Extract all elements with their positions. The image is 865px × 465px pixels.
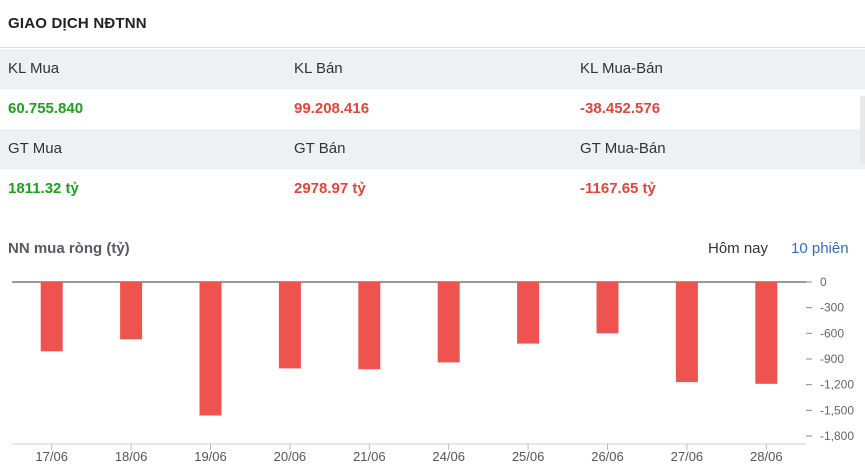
x-tick-label: 18/06 [115, 449, 148, 464]
value-label-row: GT Mua GT Bán GT Mua-Bán [0, 129, 865, 169]
bar [40, 282, 63, 352]
scrollbar-track[interactable] [860, 96, 865, 164]
bar [120, 282, 143, 340]
x-tick-label: 25/06 [512, 449, 545, 464]
volume-net-value: -38.452.576 [580, 100, 661, 117]
panel-title: GIAO DỊCH NĐTNN [8, 15, 147, 32]
bar [517, 282, 540, 344]
panel-header: GIAO DỊCH NĐTNN [0, 0, 865, 48]
chart-title: NN mua ròng (tỷ) [8, 240, 130, 257]
x-tick-label: 26/06 [591, 449, 624, 464]
bar [596, 282, 619, 334]
y-tick-label: -900 [820, 352, 844, 366]
x-tick-label: 24/06 [432, 449, 465, 464]
tab-today[interactable]: Hôm nay [708, 240, 769, 257]
bar [358, 282, 381, 370]
y-tick-label: -300 [820, 301, 844, 315]
chart-header: NN mua ròng (tỷ) Hôm nay 10 phiên [0, 232, 865, 266]
volume-buy-value: 60.755.840 [8, 100, 84, 117]
x-tick-label: 21/06 [353, 449, 386, 464]
volume-sell-value: 99.208.416 [294, 100, 370, 117]
volume-value-row: 60.755.840 99.208.416 -38.452.576 [0, 89, 865, 129]
value-buy-label: GT Mua [8, 140, 62, 157]
value-net-label: GT Mua-Bán [580, 140, 666, 157]
y-tick-label: 0 [820, 275, 827, 289]
value-sell-label: GT Bán [294, 140, 346, 157]
value-value-row: 1811.32 tỷ 2978.97 tỷ -1167.65 tỷ [0, 169, 865, 209]
volume-label-row: KL Mua KL Bán KL Mua-Bán [0, 49, 865, 89]
x-tick-label: 20/06 [274, 449, 307, 464]
volume-sell-label: KL Bán [294, 60, 343, 77]
y-tick-label: -1,800 [820, 429, 854, 443]
x-tick-label: 27/06 [671, 449, 704, 464]
x-tick-label: 17/06 [35, 449, 68, 464]
bar [278, 282, 301, 369]
volume-buy-label: KL Mua [8, 60, 60, 77]
y-tick-label: -600 [820, 326, 844, 340]
bar [199, 282, 222, 416]
tab-10-sessions[interactable]: 10 phiên [791, 240, 849, 257]
bar [675, 282, 698, 383]
net-buy-bar-chart: 0 -300 -600 -900 -1,200 -1,500 -1,800 17/06 18/0… [12, 275, 854, 464]
value-sell-value: 2978.97 tỷ [294, 180, 366, 197]
y-tick-label: -1,200 [820, 378, 854, 392]
bar [755, 282, 778, 384]
volume-net-label: KL Mua-Bán [580, 60, 663, 77]
x-tick-label: 28/06 [750, 449, 783, 464]
value-net-value: -1167.65 tỷ [580, 180, 656, 197]
foreign-trade-stats: KL Mua KL Bán KL Mua-Bán 60.755.840 99.2… [0, 49, 865, 209]
bar [437, 282, 460, 363]
x-tick-label: 19/06 [194, 449, 227, 464]
y-tick-label: -1,500 [820, 403, 854, 417]
value-buy-value: 1811.32 tỷ [8, 180, 79, 197]
